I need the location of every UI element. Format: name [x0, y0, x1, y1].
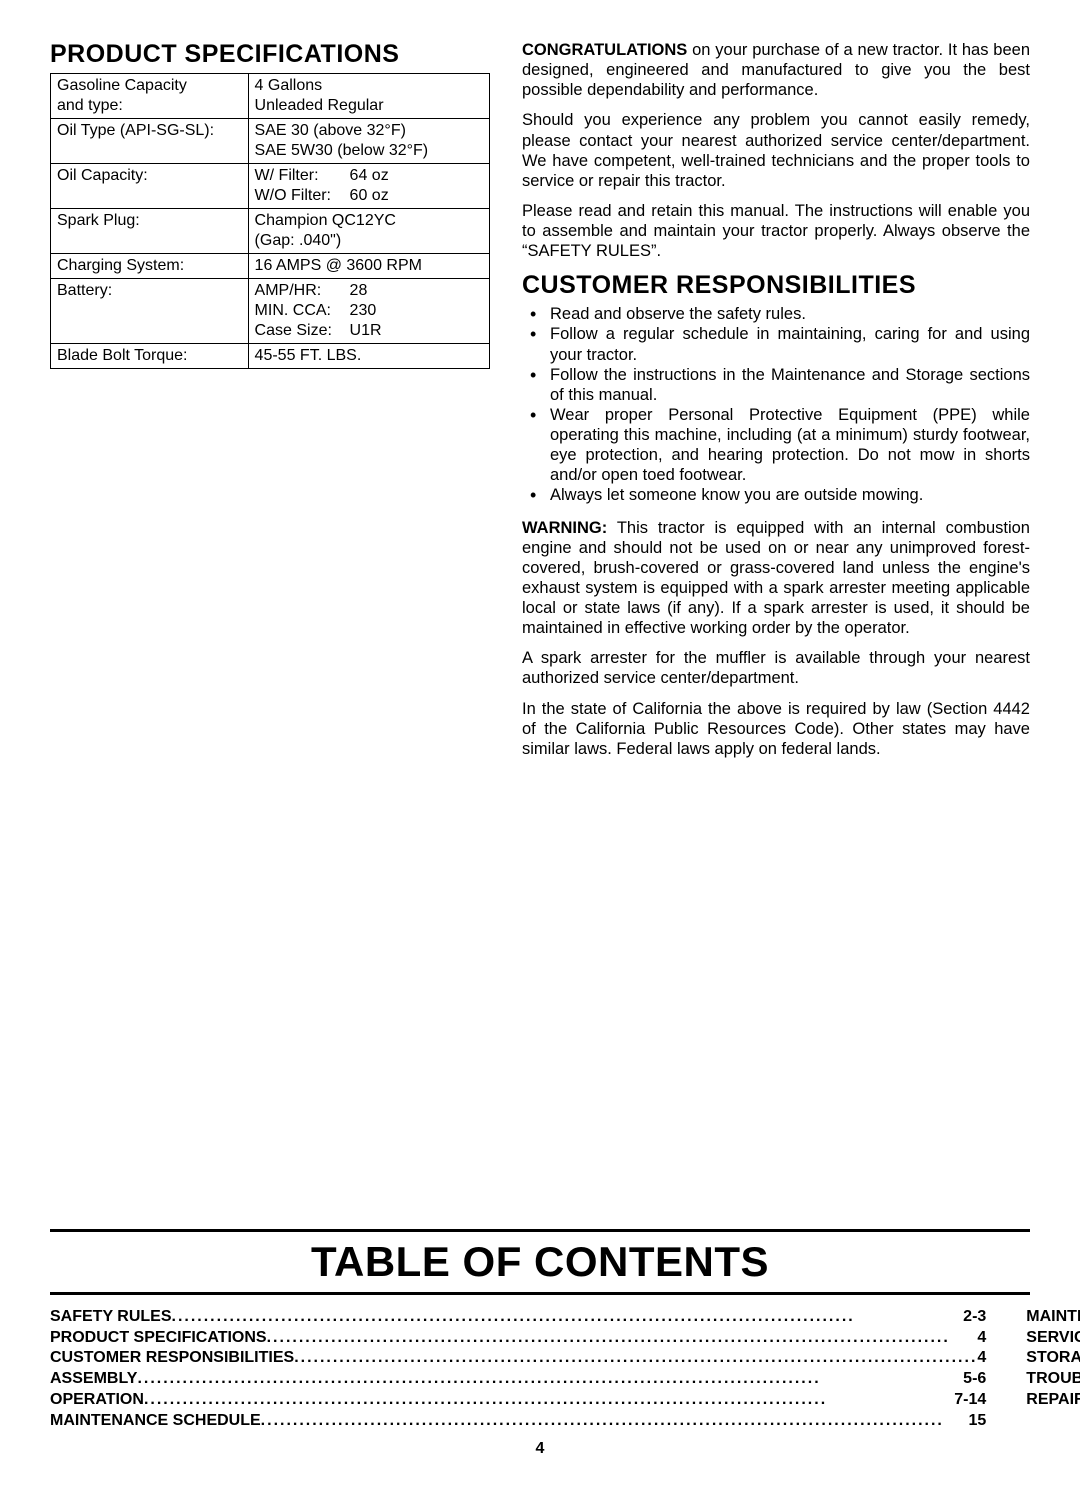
toc-bottom-rule [50, 1292, 1030, 1295]
spec-row: Oil Capacity:W/ Filter:64 ozW/O Filter:6… [51, 164, 490, 209]
toc-dots [294, 1348, 977, 1369]
spec-sub-row: W/O Filter:60 oz [255, 186, 483, 206]
toc-page: 15 [969, 1411, 987, 1432]
toc-row: SERVICE AND ADJUSTMENTS 20-25 [1026, 1328, 1080, 1349]
toc-dots [137, 1369, 963, 1390]
spec-sub-val: U1R [350, 321, 483, 341]
spec-sub-key: W/ Filter: [255, 166, 350, 186]
spec-label: Oil Type (API-SG-SL): [51, 119, 249, 164]
toc-label: SERVICE AND ADJUSTMENTS [1026, 1328, 1080, 1349]
left-column: PRODUCT SPECIFICATIONS Gasoline Capacity… [50, 40, 490, 769]
spec-value: 45-55 FT. LBS. [248, 344, 489, 369]
spec-value: 4 Gallons Unleaded Regular [248, 74, 489, 119]
toc-label: REPAIR PARTS [1026, 1390, 1080, 1411]
customer-resp-heading: CUSTOMER RESPONSIBILITIES [522, 271, 1030, 300]
manual-paragraph: Please read and retain this manual. The … [522, 201, 1030, 261]
spec-sub-val: 60 oz [350, 186, 483, 206]
toc-right-col: MAINTENANCE 15-19SERVICE AND ADJUSTMENTS… [1026, 1307, 1080, 1432]
problem-paragraph: Should you experience any problem you ca… [522, 110, 1030, 191]
spec-row: Blade Bolt Torque:45-55 FT. LBS. [51, 344, 490, 369]
spec-sub-row: MIN. CCA:230 [255, 301, 483, 321]
toc-label: TROUBLESHOOTING [1026, 1369, 1080, 1390]
spec-table-body: Gasoline Capacity and type:4 Gallons Unl… [51, 74, 490, 369]
warning-bold: WARNING: [522, 519, 607, 537]
spec-row: Battery:AMP/HR:28MIN. CCA:230Case Size:U… [51, 279, 490, 344]
spec-sub-key: Case Size: [255, 321, 350, 341]
toc-row: MAINTENANCE 15-19 [1026, 1307, 1080, 1328]
spec-sub-row: AMP/HR:28 [255, 281, 483, 301]
toc-dots [172, 1307, 964, 1328]
spec-value: AMP/HR:28MIN. CCA:230Case Size:U1R [248, 279, 489, 344]
spec-sub-row: Case Size:U1R [255, 321, 483, 341]
spec-label: Blade Bolt Torque: [51, 344, 249, 369]
spec-value: 16 AMPS @ 3600 RPM [248, 254, 489, 279]
warning-paragraph: WARNING: This tractor is equipped with a… [522, 518, 1030, 639]
toc-columns: SAFETY RULES 2-3PRODUCT SPECIFICATIONS 4… [50, 1307, 1030, 1432]
top-columns: PRODUCT SPECIFICATIONS Gasoline Capacity… [50, 40, 1030, 769]
right-column: CONGRATULATIONS on your purchase of a ne… [522, 40, 1030, 769]
spec-row: Gasoline Capacity and type:4 Gallons Unl… [51, 74, 490, 119]
spec-sub-val: 28 [350, 281, 483, 301]
toc-label: MAINTENANCE SCHEDULE [50, 1411, 261, 1432]
toc-row: STORAGE 26 [1026, 1348, 1080, 1369]
toc-row: ASSEMBLY 5-6 [50, 1369, 986, 1390]
spec-sub-row: W/ Filter:64 oz [255, 166, 483, 186]
page-number: 4 [50, 1440, 1030, 1458]
product-specs-heading: PRODUCT SPECIFICATIONS [50, 40, 490, 69]
toc-page: 2-3 [963, 1307, 986, 1328]
toc-dots [261, 1411, 969, 1432]
toc-label: MAINTENANCE [1026, 1307, 1080, 1328]
congrats-paragraph: CONGRATULATIONS on your purchase of a ne… [522, 40, 1030, 100]
toc-label: SAFETY RULES [50, 1307, 172, 1328]
spec-label: Spark Plug: [51, 209, 249, 254]
toc-page: 5-6 [963, 1369, 986, 1390]
spec-row: Oil Type (API-SG-SL):SAE 30 (above 32°F)… [51, 119, 490, 164]
spec-sub-key: AMP/HR: [255, 281, 350, 301]
california-paragraph: In the state of California the above is … [522, 699, 1030, 759]
toc-title: TABLE OF CONTENTS [50, 1238, 1030, 1286]
toc-row: TROUBLESHOOTING 27-28 [1026, 1369, 1080, 1390]
list-item: Wear proper Personal Protective Equipmen… [522, 405, 1030, 486]
spec-value: W/ Filter:64 ozW/O Filter:60 oz [248, 164, 489, 209]
list-item: Follow a regular schedule in maintaining… [522, 324, 1030, 364]
toc-row: SAFETY RULES 2-3 [50, 1307, 986, 1328]
toc-top-rule [50, 1229, 1030, 1232]
spec-value: SAE 30 (above 32°F) SAE 5W30 (below 32°F… [248, 119, 489, 164]
toc-dots [144, 1390, 954, 1411]
spec-label: Charging System: [51, 254, 249, 279]
spark-arrester-paragraph: A spark arrester for the muffler is avai… [522, 648, 1030, 688]
list-item: Read and observe the safety rules. [522, 304, 1030, 324]
toc-page: 7-14 [954, 1390, 986, 1411]
toc-left-col: SAFETY RULES 2-3PRODUCT SPECIFICATIONS 4… [50, 1307, 986, 1432]
spec-label: Oil Capacity: [51, 164, 249, 209]
spec-label: Gasoline Capacity and type: [51, 74, 249, 119]
toc-row: CUSTOMER RESPONSIBILITIES 4 [50, 1348, 986, 1369]
toc-row: REPAIR PARTS 29-44 [1026, 1390, 1080, 1411]
toc-label: CUSTOMER RESPONSIBILITIES [50, 1348, 294, 1369]
list-item: Follow the instructions in the Maintenan… [522, 365, 1030, 405]
toc-row: MAINTENANCE SCHEDULE 15 [50, 1411, 986, 1432]
spec-row: Spark Plug:Champion QC12YC (Gap: .040") [51, 209, 490, 254]
toc-row: OPERATION 7-14 [50, 1390, 986, 1411]
spec-label: Battery: [51, 279, 249, 344]
spec-sub-val: 64 oz [350, 166, 483, 186]
spec-value: Champion QC12YC (Gap: .040") [248, 209, 489, 254]
toc-label: OPERATION [50, 1390, 144, 1411]
spec-sub-val: 230 [350, 301, 483, 321]
spec-row: Charging System:16 AMPS @ 3600 RPM [51, 254, 490, 279]
responsibilities-list: Read and observe the safety rules.Follow… [522, 304, 1030, 505]
spec-sub-key: W/O Filter: [255, 186, 350, 206]
toc-label: STORAGE [1026, 1348, 1080, 1369]
toc-label: PRODUCT SPECIFICATIONS [50, 1328, 267, 1349]
spec-sub-key: MIN. CCA: [255, 301, 350, 321]
toc-page: 4 [977, 1328, 986, 1349]
spec-table: Gasoline Capacity and type:4 Gallons Unl… [50, 73, 490, 369]
list-item: Always let someone know you are outside … [522, 485, 1030, 505]
toc-dots [267, 1328, 978, 1349]
toc-row: PRODUCT SPECIFICATIONS 4 [50, 1328, 986, 1349]
toc-page: 4 [977, 1348, 986, 1369]
congrats-bold: CONGRATULATIONS [522, 41, 687, 59]
toc-label: ASSEMBLY [50, 1369, 137, 1390]
